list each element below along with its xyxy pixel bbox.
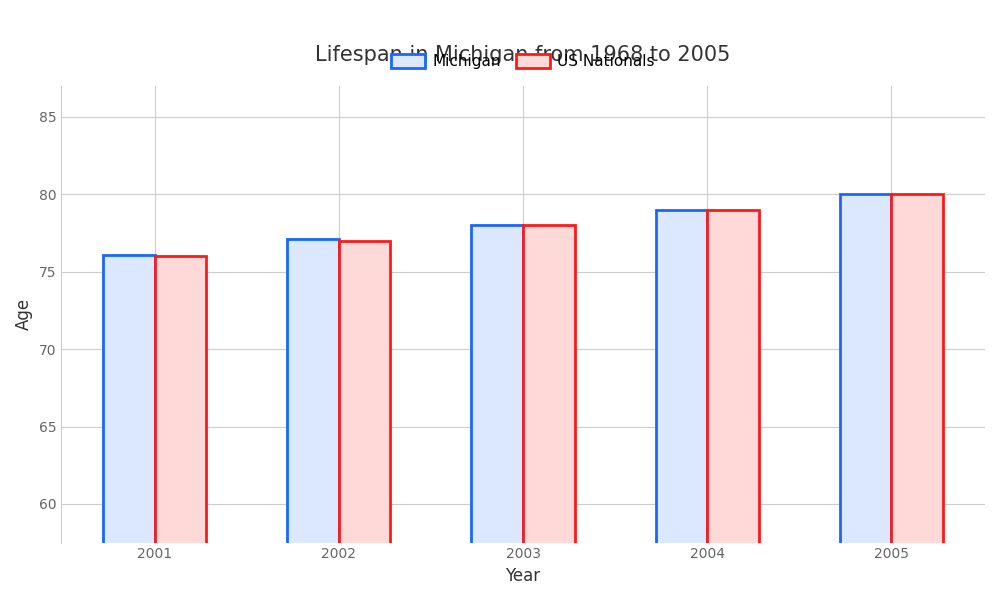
Bar — [891, 194, 943, 600]
Bar — [523, 225, 575, 600]
Bar — [656, 210, 707, 600]
Bar — [339, 241, 390, 600]
Bar — [707, 210, 759, 600]
X-axis label: Year: Year — [505, 567, 541, 585]
Bar — [103, 255, 155, 600]
Bar — [287, 239, 339, 600]
Y-axis label: Age: Age — [15, 298, 33, 331]
Bar — [471, 225, 523, 600]
Bar — [155, 256, 206, 600]
Title: Lifespan in Michigan from 1968 to 2005: Lifespan in Michigan from 1968 to 2005 — [315, 45, 731, 65]
Bar — [840, 194, 891, 600]
Legend: Michigan, US Nationals: Michigan, US Nationals — [385, 48, 661, 75]
